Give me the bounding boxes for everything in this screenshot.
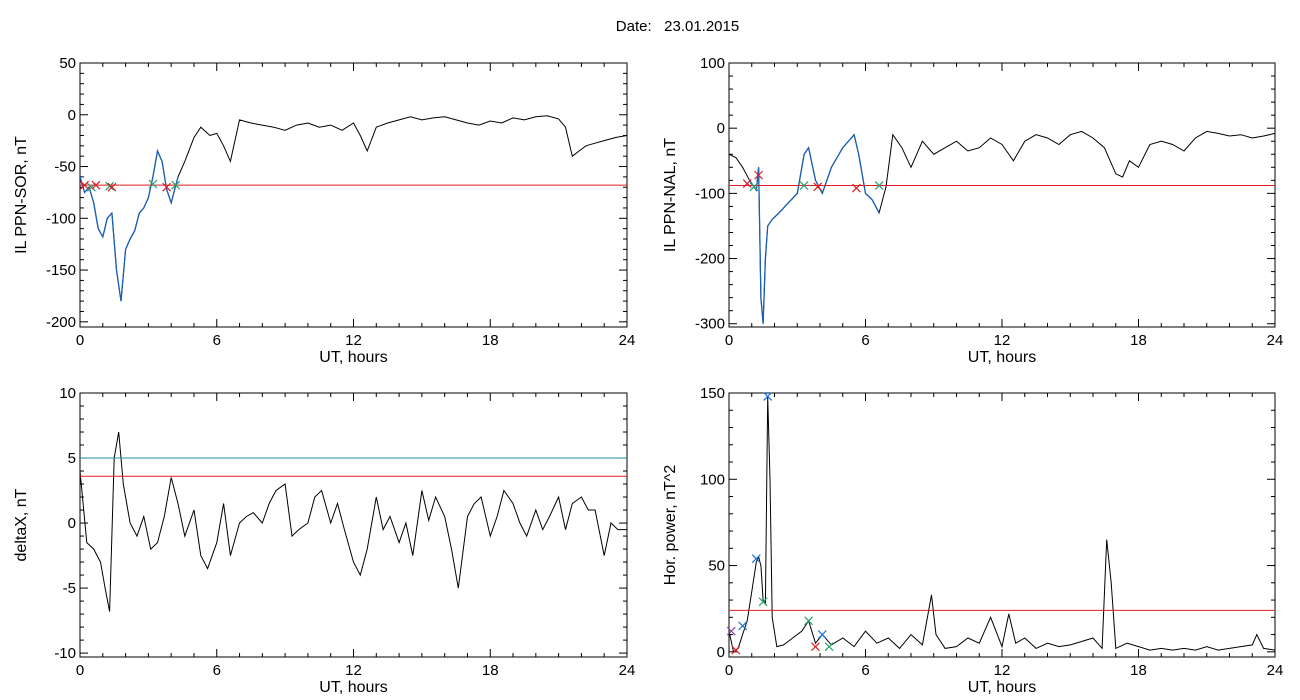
x-axis-label: UT, hours (968, 349, 1036, 366)
event-marker (105, 181, 115, 191)
event-marker (86, 182, 96, 192)
date-label: Date: (615, 18, 652, 35)
x-tick-label: 0 (725, 332, 733, 349)
event-marker (799, 181, 809, 190)
event-marker (731, 645, 741, 655)
y-tick-label: -150 (46, 262, 76, 279)
y-axis-label: Hor. power, nT^2 (662, 465, 679, 586)
y-tick-label: 150 (700, 385, 725, 402)
x-axis-label: UT, hours (319, 679, 387, 696)
x-tick-label: 18 (1130, 332, 1147, 349)
event-marker (811, 642, 820, 652)
chart-deltax: 0 6 12 18 24 -10 -5 0 5 10 UT, hours deltaX, nT (13, 385, 635, 696)
x-tick-label: 12 (345, 332, 362, 349)
event-marker (758, 597, 768, 607)
y-tick-label: 0 (717, 644, 725, 661)
x-tick-label: 12 (994, 332, 1011, 349)
date-value: 23.01.2015 (664, 18, 740, 35)
data-series-line (80, 115, 627, 302)
event-marker (148, 179, 158, 189)
event-marker (749, 182, 759, 192)
y-tick-label: 100 (700, 55, 725, 72)
x-tick-label: 24 (1267, 662, 1284, 679)
y-tick-label: -200 (695, 251, 725, 268)
x-tick-label: 0 (76, 662, 84, 679)
event-marker (754, 170, 763, 180)
event-marker (738, 621, 748, 631)
event-marker (804, 616, 814, 626)
event-marker (80, 180, 89, 190)
event-marker (171, 180, 181, 190)
chart-sor: 0 6 12 18 24 -200 -150 -100 -50 0 50 UT, hours IL PP… (13, 55, 635, 366)
y-tick-label: 100 (700, 471, 725, 488)
x-tick-label: 6 (861, 332, 869, 349)
event-marker (726, 626, 736, 636)
event-marker (824, 642, 834, 652)
x-tick-label: 24 (1267, 332, 1284, 349)
chart-power: 0 6 12 18 24 0 50 100 150 UT, hours Hor. power, nT… (662, 385, 1283, 696)
y-tick-label: 0 (717, 120, 725, 137)
highlighted-interval-line (80, 148, 179, 302)
y-tick-label: -200 (46, 314, 76, 331)
chart-nal: 0 6 12 18 24 -300 -200 -100 0 100 UT, hours IL PPN-… (662, 55, 1283, 366)
y-tick-label: 50 (59, 55, 76, 72)
y-tick-label: 5 (68, 450, 76, 467)
x-tick-label: 6 (861, 662, 869, 679)
x-tick-label: 12 (994, 662, 1011, 679)
event-marker (742, 179, 752, 189)
y-tick-label: -50 (54, 159, 76, 176)
y-tick-label: 0 (68, 107, 76, 124)
y-axis-label: IL PPN-NAL, nT (662, 138, 679, 252)
x-tick-label: 6 (213, 332, 221, 349)
x-tick-label: 12 (345, 662, 362, 679)
y-tick-label: -100 (46, 210, 76, 227)
event-marker (817, 630, 827, 639)
x-tick-label: 18 (482, 332, 499, 349)
x-tick-label: 18 (1130, 662, 1147, 679)
y-tick-label: -300 (695, 316, 725, 333)
highlighted-interval-line (748, 133, 880, 324)
x-tick-label: 24 (619, 662, 636, 679)
x-tick-label: 0 (76, 332, 84, 349)
event-marker (107, 182, 117, 192)
x-axis-label: UT, hours (968, 679, 1036, 696)
x-tick-label: 24 (619, 332, 636, 349)
plot-frame (728, 392, 1276, 658)
x-tick-label: 6 (213, 662, 221, 679)
event-marker (751, 554, 761, 564)
x-tick-label: 0 (725, 662, 733, 679)
y-tick-label: -100 (695, 185, 725, 202)
y-axis-label: deltaX, nT (13, 488, 30, 561)
plot-frame (79, 62, 628, 328)
page-title: Date: 23.01.2015 (0, 18, 1300, 35)
y-tick-label: -10 (54, 645, 76, 662)
event-marker (874, 181, 884, 190)
event-marker (91, 180, 101, 190)
y-tick-label: 0 (68, 515, 76, 532)
x-tick-label: 18 (482, 662, 499, 679)
event-marker (162, 182, 172, 192)
x-axis-label: UT, hours (319, 349, 387, 366)
event-marker (813, 182, 823, 192)
event-marker (763, 392, 773, 401)
y-tick-label: 10 (59, 385, 76, 402)
y-tick-label: 50 (708, 558, 725, 575)
data-series-line (80, 431, 627, 612)
data-series-line (729, 396, 1275, 653)
y-axis-label: IL PPN-SOR, nT (13, 136, 30, 254)
plot-frame (728, 62, 1276, 328)
y-tick-label: -5 (63, 580, 76, 597)
event-marker (851, 183, 861, 193)
